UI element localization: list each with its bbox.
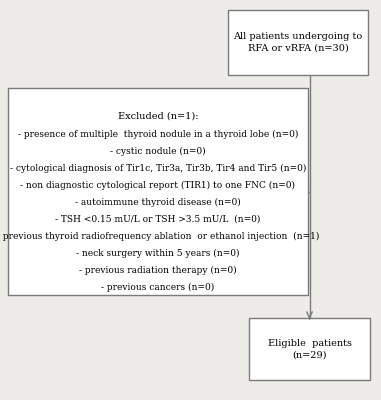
Text: - presence of multiple  thyroid nodule in a thyroid lobe (n=0): - presence of multiple thyroid nodule in… — [18, 130, 298, 138]
Text: - neck surgery within 5 years (n=0): - neck surgery within 5 years (n=0) — [76, 248, 240, 258]
Text: - TSH <0.15 mU/L or TSH >3.5 mU/L  (n=0): - TSH <0.15 mU/L or TSH >3.5 mU/L (n=0) — [55, 214, 261, 224]
Text: - cystic nodule (n=0): - cystic nodule (n=0) — [110, 146, 206, 156]
Bar — [228, 10, 368, 75]
Bar — [8, 88, 308, 295]
Text: All patients undergoing to
RFA or vRFA (n=30): All patients undergoing to RFA or vRFA (… — [234, 32, 363, 53]
Bar — [249, 318, 370, 380]
Text: Excluded (n=1):: Excluded (n=1): — [118, 112, 198, 120]
Text: - autoimmune thyroid disease (n=0): - autoimmune thyroid disease (n=0) — [75, 198, 241, 206]
Text: - non diagnostic cytological report (TIR1) to one FNC (n=0): - non diagnostic cytological report (TIR… — [21, 180, 296, 190]
Text: - previous radiation therapy (n=0): - previous radiation therapy (n=0) — [79, 266, 237, 274]
Text: - cytological diagnosis of Tir1c, Tir3a, Tir3b, Tir4 and Tir5 (n=0): - cytological diagnosis of Tir1c, Tir3a,… — [10, 164, 306, 172]
Text: Eligible  patients
(n=29): Eligible patients (n=29) — [267, 338, 352, 359]
Text: - previous thyroid radiofrequency ablation  or ethanol injection  (n=1): - previous thyroid radiofrequency ablati… — [0, 232, 319, 240]
Text: - previous cancers (n=0): - previous cancers (n=0) — [101, 282, 215, 292]
